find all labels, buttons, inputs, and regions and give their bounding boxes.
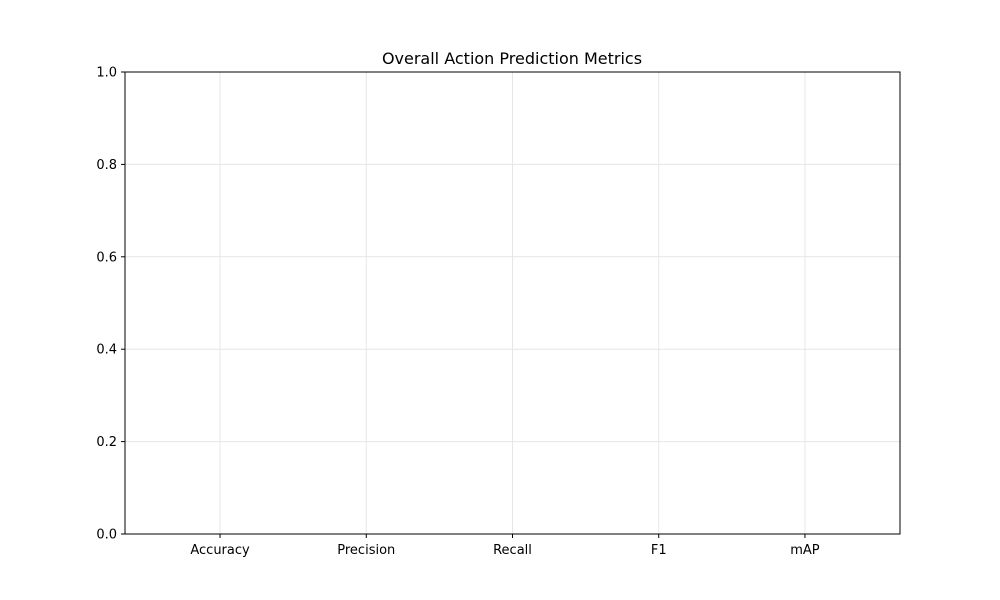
x-tick-label: Recall	[493, 543, 532, 558]
x-tick-label: Accuracy	[190, 543, 250, 558]
grid-lines	[125, 71, 900, 535]
y-tick-label: 0.2	[96, 435, 117, 450]
y-axis: 0.0 0.2 0.4 0.6 0.8 1.0	[96, 66, 125, 543]
x-tick-label: F1	[651, 543, 667, 558]
y-tick-label: 0.4	[96, 343, 117, 358]
x-tick-label: Precision	[337, 543, 395, 558]
y-tick-label: 0.0	[96, 528, 117, 543]
x-tick-label: mAP	[790, 543, 820, 558]
y-tick-label: 0.6	[96, 250, 117, 265]
chart-title: Overall Action Prediction Metrics	[382, 49, 642, 68]
y-tick-label: 1.0	[96, 66, 117, 81]
y-tick-label: 0.8	[96, 158, 117, 173]
x-axis: Accuracy Precision Recall F1 mAP	[190, 534, 820, 558]
